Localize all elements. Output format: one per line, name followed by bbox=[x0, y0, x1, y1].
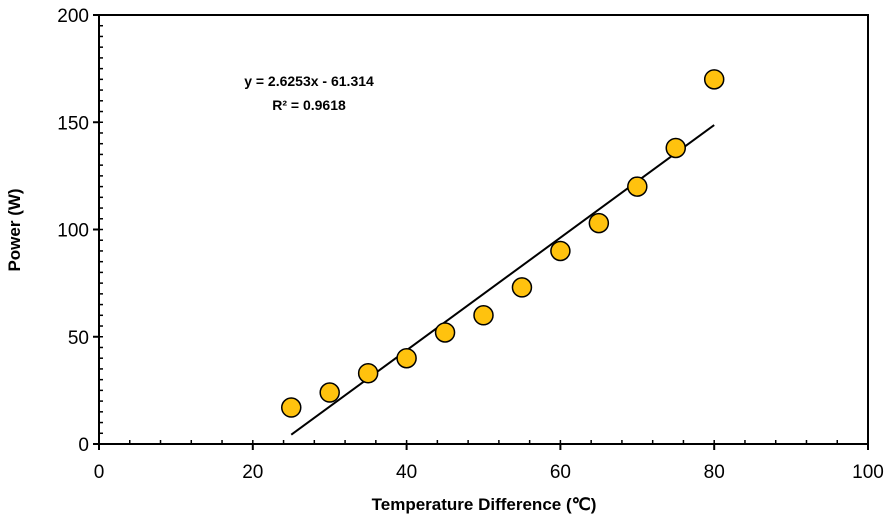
x-tick-label: 40 bbox=[396, 462, 417, 483]
data-point bbox=[473, 305, 494, 326]
x-axis-title: Temperature Difference (℃) bbox=[372, 495, 597, 514]
y-tick-label: 50 bbox=[68, 328, 89, 349]
data-point bbox=[434, 322, 456, 343]
trendline bbox=[290, 124, 715, 436]
x-tick-label: 0 bbox=[94, 462, 105, 483]
data-point bbox=[588, 212, 610, 234]
trendline-equation: y = 2.6253x - 61.314 bbox=[244, 73, 374, 89]
data-point bbox=[665, 137, 686, 159]
data-point bbox=[550, 240, 571, 262]
r-squared-label: R² = 0.9618 bbox=[272, 97, 346, 113]
data-point bbox=[357, 362, 379, 384]
y-tick-label: 0 bbox=[78, 435, 89, 456]
data-point bbox=[703, 69, 725, 90]
data-point bbox=[281, 397, 302, 418]
data-points bbox=[281, 69, 725, 418]
y-tick-label: 100 bbox=[57, 221, 89, 242]
x-tick-label: 60 bbox=[550, 462, 571, 483]
x-tick-label: 20 bbox=[242, 462, 263, 483]
data-point bbox=[396, 347, 417, 369]
x-tick-label: 80 bbox=[704, 462, 725, 483]
y-tick-label: 200 bbox=[57, 6, 89, 27]
y-axis-title: Power (W) bbox=[5, 188, 24, 271]
x-tick-label: 100 bbox=[852, 462, 884, 483]
axes: 0 50 100 150 200 0 20 40 60 80 100 bbox=[57, 6, 884, 483]
trendline-layer bbox=[290, 124, 715, 436]
plot-frame bbox=[98, 14, 869, 445]
data-point bbox=[319, 382, 340, 403]
data-point bbox=[627, 176, 648, 197]
y-tick-label: 150 bbox=[57, 113, 89, 134]
data-point bbox=[511, 277, 533, 298]
